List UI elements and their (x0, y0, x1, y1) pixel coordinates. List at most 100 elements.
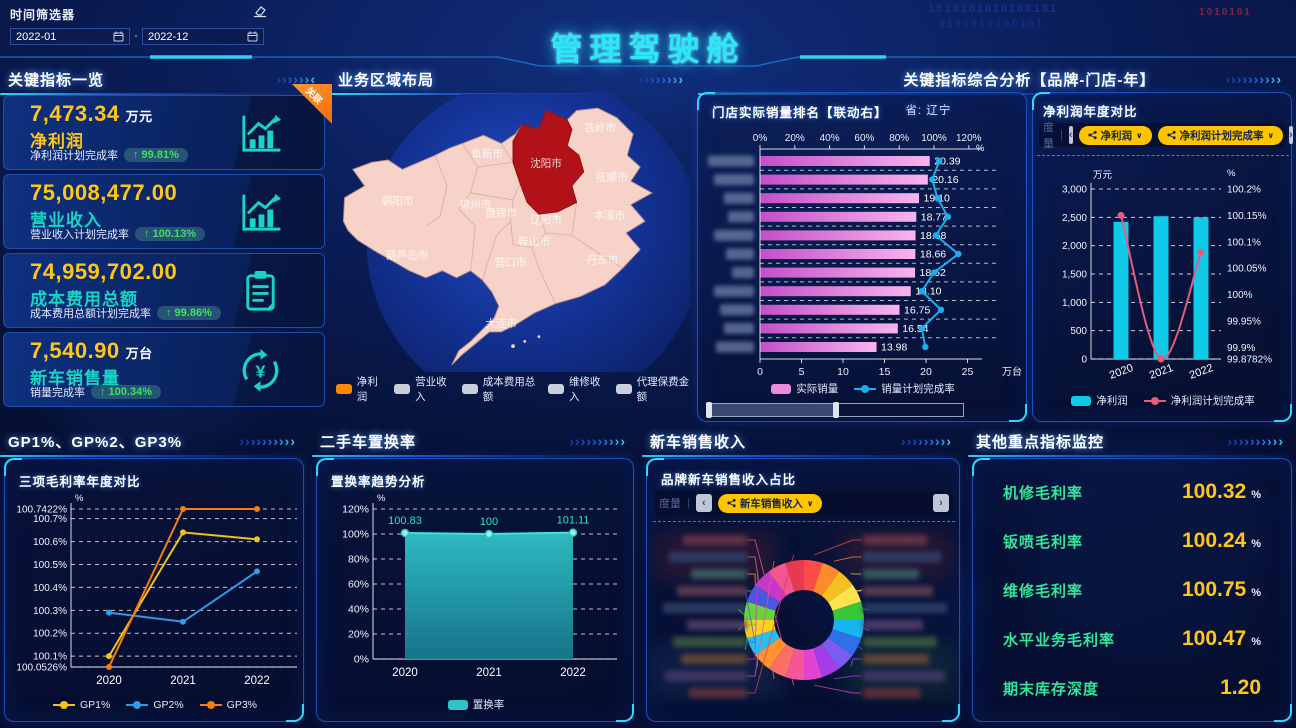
blurred-store-label (714, 229, 754, 241)
replacement-chart-panel: 置换率趋势分析 120% 100% 80% 60% 40% 20% 0%% 100.83 100… (316, 458, 634, 722)
other-metrics-panel: 机修毛利率 100.32% 钣喷毛利率 100.24% 维修毛利率 100.75% 水平业务… (972, 458, 1292, 722)
measure-label: 度量 (659, 498, 681, 510)
legend-line-swatch (126, 701, 149, 709)
donut-slice[interactable] (804, 648, 823, 680)
city-label[interactable]: 铁岭市 (584, 122, 616, 135)
prev-measure-button[interactable]: ‹ (695, 494, 712, 512)
map-legend-item[interactable]: 营业收入 (394, 374, 452, 404)
legend-swatch (548, 384, 564, 394)
gp-chart-title: 三项毛利率年度对比 (19, 475, 141, 489)
blurred-slice-label (863, 688, 921, 698)
city-label[interactable]: 鞍山市 (518, 235, 550, 248)
city-label[interactable]: 锦州市 (459, 198, 491, 211)
donut-slice[interactable] (746, 584, 780, 611)
blurred-slice-label (665, 671, 747, 681)
blurred-store-label (716, 341, 754, 353)
donut-slice[interactable] (804, 560, 823, 592)
actual-sales-legend[interactable]: 实际销量 (771, 381, 838, 396)
blurred-store-label (720, 304, 754, 316)
donut-slice[interactable] (828, 584, 862, 611)
separator: | (1060, 129, 1063, 141)
datazoom-handle-left[interactable] (706, 402, 712, 418)
city-label[interactable]: 葫芦岛市 (386, 249, 429, 262)
blurred-store-label (714, 285, 754, 297)
legend-line-swatch (199, 701, 222, 709)
city-label[interactable]: 本溪市 (594, 209, 626, 222)
map-legend-item[interactable]: 成本费用总额 (461, 374, 538, 404)
datazoom-slider[interactable] (706, 402, 964, 418)
datazoom-handle-right[interactable] (833, 402, 839, 418)
svg-text:0%: 0% (753, 133, 768, 144)
donut-slice[interactable] (813, 562, 840, 596)
gp-series-legend[interactable]: GP2% (126, 699, 184, 711)
city-label[interactable]: 朝阳市 (382, 195, 414, 208)
blurred-slice-label (689, 688, 747, 698)
city-label[interactable]: 营口市 (495, 256, 527, 269)
svg-text:100.1%: 100.1% (33, 652, 67, 663)
svg-text:100.7422%: 100.7422% (16, 505, 67, 516)
highlighted-city-region[interactable] (512, 109, 585, 215)
legend-label: GP1% (79, 699, 111, 711)
svg-text:40%: 40% (348, 604, 369, 616)
donut-slice[interactable] (755, 637, 787, 669)
gp-series-legend[interactable]: GP3% (199, 699, 257, 711)
city-label[interactable]: 盘锦市 (485, 207, 517, 220)
svg-text:25: 25 (962, 366, 974, 378)
measure-chip[interactable]: 净利润计划完成率 ∨ (1157, 125, 1284, 145)
map-legend-item[interactable]: 维修收入 (548, 374, 606, 404)
city-label[interactable]: 大连市 (485, 317, 517, 330)
next-measure-button[interactable]: › (1289, 126, 1293, 144)
donut-slice[interactable] (813, 644, 840, 678)
date-start-input[interactable]: 2022-01 (10, 28, 130, 45)
svg-text:100%: 100% (342, 529, 369, 541)
measure-chip[interactable]: 新车销售收入 ∨ (717, 493, 823, 513)
city-label[interactable]: 辽阳市 (530, 214, 562, 227)
blurred-slice-label (681, 654, 747, 664)
kpi-card: 74,959,702.00 成本费用总额 成本费用总额计划完成率 ↑ 99.86% (3, 253, 325, 328)
donut-slice[interactable] (821, 571, 853, 603)
legend-label: 销量计划完成率 (881, 383, 955, 395)
chevron-down-icon: ∨ (806, 498, 814, 508)
gp-series-legend[interactable]: GP1% (52, 699, 111, 711)
blurred-store-label (708, 155, 754, 167)
city-label[interactable]: 丹东市 (587, 254, 619, 267)
date-end-input[interactable]: 2022-12 (142, 28, 264, 45)
gp-panel-title: GP1%、GP%2、GP3% (8, 433, 183, 451)
svg-text:万台: 万台 (1002, 365, 1022, 378)
net-profit-plan-legend[interactable]: 净利润计划完成率 (1143, 393, 1255, 408)
map-legend-item[interactable]: 净利润 (336, 374, 384, 404)
city-label[interactable]: 抚顺市 (596, 171, 628, 184)
donut-slice[interactable] (744, 601, 776, 620)
map-legend-item[interactable]: 代理保费金额 (615, 374, 692, 404)
metric-value-box: 100.47% (1182, 627, 1261, 651)
donut-slice[interactable] (755, 571, 787, 603)
svg-text:2020: 2020 (1108, 362, 1135, 382)
replacement-legend-item[interactable]: 置换率 (447, 697, 504, 712)
donut-slice[interactable] (768, 562, 795, 596)
clear-filter-icon[interactable] (252, 4, 268, 18)
prev-measure-button[interactable]: ‹ (1068, 126, 1073, 144)
legend-line-swatch (52, 701, 75, 709)
page-title: 管理驾驶舱 (550, 31, 746, 68)
gp-trend-chart: 100.7422%100.7% 100.6% 100.5% 100.4% 100.3% 1… (16, 493, 297, 687)
city-label[interactable]: 阜新市 (471, 148, 503, 161)
city-label[interactable]: 沈阳市 (530, 157, 562, 170)
donut-slice[interactable] (821, 637, 853, 669)
metric-label: 期末库存深度 (1003, 681, 1100, 699)
svg-text:2021: 2021 (476, 667, 502, 679)
kpi-rate-badge: ↑ 99.81% (124, 148, 188, 162)
plan-rate-legend[interactable]: 销量计划完成率 (854, 381, 955, 396)
kpi-panel-header: 关键指标一览 ››››››‹ (0, 66, 326, 95)
donut-slice[interactable] (828, 629, 862, 656)
next-measure-button[interactable]: › (933, 494, 949, 512)
time-filter-label: 时间筛选器 (10, 8, 76, 22)
net-profit-legend[interactable]: 净利润 (1071, 393, 1128, 408)
datazoom-selection[interactable] (709, 404, 836, 416)
kpi-card: 7,473.34 万元 净利润 净利润计划完成率 ↑ 99.81% (3, 95, 325, 170)
measure-chip[interactable]: 净利润 ∨ (1078, 125, 1152, 145)
donut-slice[interactable] (768, 644, 795, 678)
svg-text:2020: 2020 (96, 675, 122, 687)
donut-slice[interactable] (832, 601, 864, 620)
